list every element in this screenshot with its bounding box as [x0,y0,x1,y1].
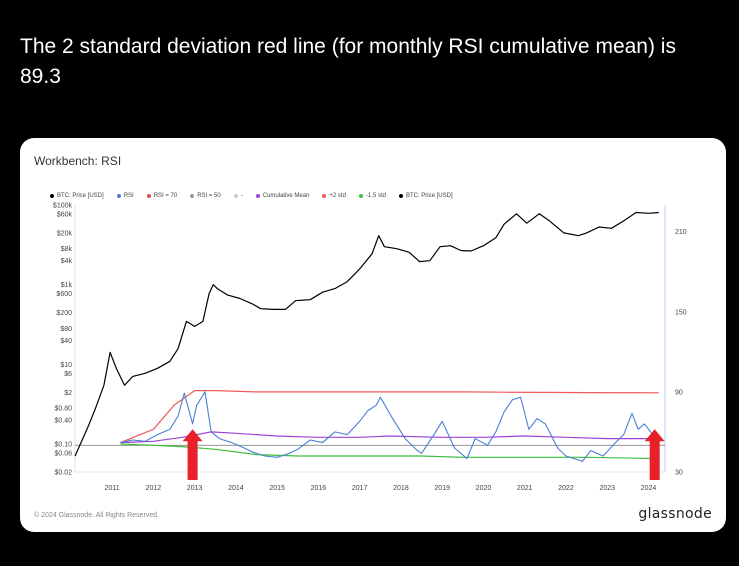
legend-label: -1.5 std [365,193,386,199]
x-tick-label: 2011 [105,485,120,492]
legend-item[interactable]: RSI = 70 [146,190,178,202]
x-tick-label: 2015 [269,485,285,492]
x-tick-label: 2024 [641,485,657,492]
legend-label: RSI [123,193,134,199]
legend-label: RSI = 70 [153,193,178,199]
y-left-tick-label: $6 [64,371,72,378]
y-left-tick-label: $0.02 [54,470,72,477]
legend-label: Cumulative Mean [262,193,310,199]
legend-label: BTC: Price [USD] [57,193,104,199]
legend-item[interactable]: BTC: Price [USD] [50,190,104,202]
y-left-tick-label: $1k [61,282,73,289]
x-tick-label: 2021 [517,485,533,492]
y-left-tick-label: $20k [57,230,73,237]
legend-dot [322,194,327,198]
legend-item[interactable]: -1.5 std [358,190,386,202]
card-title: Workbench: RSI [34,154,122,168]
y-left-tick-label: $10 [60,362,72,369]
x-tick-label: 2020 [476,485,492,492]
x-tick-label: 2016 [311,485,327,492]
legend-item[interactable]: Cumulative Mean [255,190,310,202]
x-tick-label: 2023 [599,485,615,492]
y-left-tick-label: $80 [60,326,72,333]
legend-dot [398,194,403,198]
legend-dot [146,194,151,198]
glassnode-logo: glassnode [638,506,712,522]
headline: The 2 standard deviation red line (for m… [20,35,676,88]
plus-2-std-line [120,390,659,444]
legend-label: BTC: Price [USD] [405,193,453,199]
copyright-text: © 2024 Glassnode. All Rights Reserved. [34,512,160,519]
x-tick-label: 2013 [187,485,203,492]
y-left-tick-label: $4k [61,258,73,265]
legend-label: +2 std [329,193,346,199]
legend-item[interactable]: BTC: Price [USD] [398,190,453,202]
legend-label: RSI = 50 [197,193,221,199]
y-left-tick-label: $2 [64,390,72,397]
legend-dot [50,194,54,198]
legend-item[interactable]: +2 std [322,190,346,202]
legend-dot [255,194,260,198]
legend: BTC: Price [USD] RSI RSI = 70 RSI = 50 - Cumu… [50,190,453,202]
legend-dot [233,194,238,198]
y-left-tick-label: $0.80 [54,406,72,413]
y-right-tick-label: 90 [675,389,683,396]
y-right-tick-label: 30 [675,470,683,477]
y-left-tick-label: $100k [53,203,73,210]
chart-card: Workbench: RSI BTC: Price [USD] RSI RSI = … [20,138,726,532]
y-left-tick-label: $600 [56,291,72,298]
x-tick-label: 2012 [146,485,162,492]
y-left-tick-label: $0.40 [54,418,72,425]
legend-item[interactable]: RSI [116,190,134,202]
red-arrow [182,429,203,480]
y-left-tick-label: $200 [56,310,72,317]
x-tick-label: 2018 [393,485,409,492]
legend-label: - [240,193,243,199]
legend-dot [190,194,195,198]
legend-dot [358,194,363,198]
red-arrow [644,429,665,480]
minus-1-5-std-line [120,443,659,460]
x-tick-label: 2019 [434,485,450,492]
btc-price-line [74,211,659,457]
rsi-line [120,391,660,462]
x-tick-label: 2017 [352,485,368,492]
x-tick-label: 2014 [228,485,244,492]
y-left-tick-label: $8k [61,246,73,253]
legend-item[interactable]: - [233,190,243,202]
y-right-tick-label: 210 [675,229,687,236]
legend-dot [116,194,121,198]
x-tick-label: 2022 [558,485,574,492]
y-left-tick-label: $60k [57,211,73,218]
y-right-tick-label: 150 [675,309,687,316]
legend-item[interactable]: RSI = 50 [190,190,221,202]
y-left-tick-label: $40 [60,338,72,345]
y-left-tick-label: $0.10 [54,442,72,449]
y-left-tick-label: $0.06 [54,450,72,457]
chart-svg: $100k$60k $20k $8k $4k $1k $600 $200 $80 $40 $10 $… [53,203,687,493]
